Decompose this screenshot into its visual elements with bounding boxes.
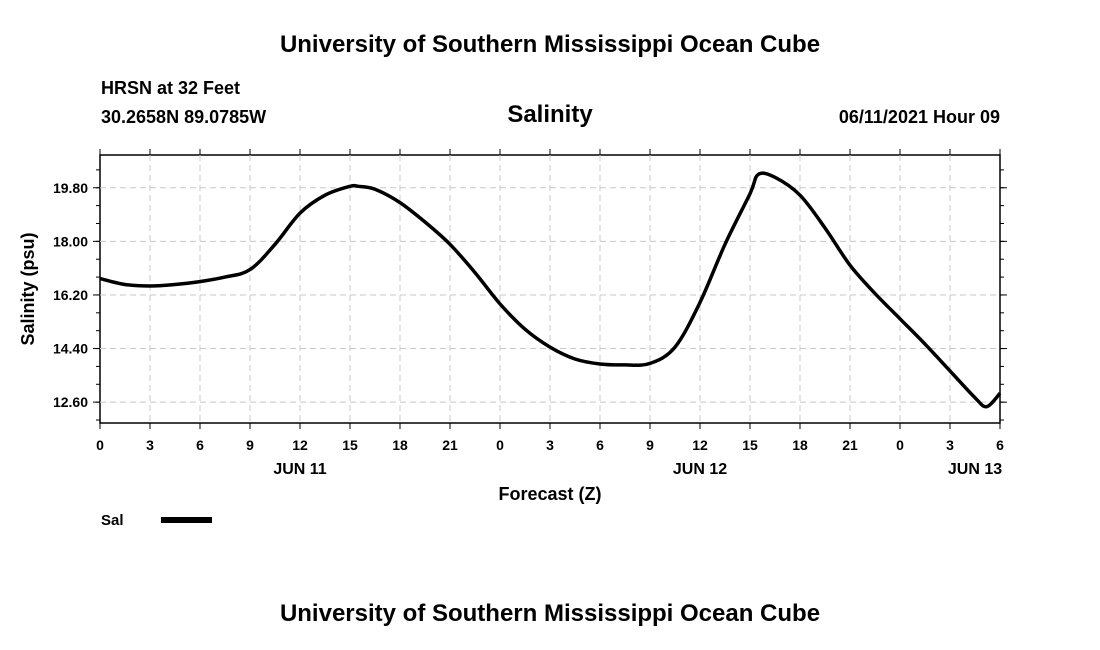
x-tick-label: 0: [896, 437, 904, 453]
bottom-title: University of Southern Mississippi Ocean…: [279, 600, 821, 627]
coordinates-label: 30.2658N 89.0785W: [101, 107, 267, 127]
x-tick-label: 0: [496, 437, 504, 453]
series-line-sal: [99, 171, 1002, 409]
x-tick-label: 21: [842, 437, 858, 453]
x-tick-label: 12: [292, 437, 308, 453]
x-tick-label: 12: [692, 437, 708, 453]
y-tick-label: 18.00: [53, 233, 88, 249]
salinity-chart: 0 3 6 9 12 15 18 21 0 3 6 9 12 15 18 21 0 3 6 12.60 14.40 16.…: [18, 149, 1007, 529]
x-tick-label: 18: [392, 437, 408, 453]
top-title: University of Southern Mississippi Ocean…: [279, 31, 821, 58]
station-label: HRSN at 32 Feet: [101, 78, 241, 98]
y-axis-label: Salinity (psu): [18, 232, 38, 345]
x-tick-label: 3: [546, 437, 554, 453]
chart-title: Salinity: [507, 101, 593, 128]
y-tick-label: 12.60: [53, 394, 88, 410]
x-tick-label: 6: [596, 437, 604, 453]
series-layer: [99, 171, 1002, 409]
x-tick-label: 18: [792, 437, 808, 453]
x-tick-label: 15: [742, 437, 758, 453]
legend-label: Sal: [101, 512, 124, 529]
x-axis-label: Forecast (Z): [498, 484, 601, 504]
x-tick-label: 6: [996, 437, 1004, 453]
x-tick-label: 3: [146, 437, 154, 453]
y-tick-label: 16.20: [53, 287, 88, 303]
y-tick-label: 19.80: [53, 180, 88, 196]
axis-ticks: [93, 149, 1007, 429]
day-label: JUN 12: [673, 461, 727, 478]
x-tick-label: 3: [946, 437, 954, 453]
tick-labels: 0 3 6 9 12 15 18 21 0 3 6 9 12 15 18 21 0 3 6 12.60 14.40 16.…: [53, 180, 1004, 478]
day-label: JUN 13: [948, 461, 1002, 478]
x-tick-label: 9: [646, 437, 654, 453]
datetime-label: 06/11/2021 Hour 09: [838, 107, 1000, 127]
x-tick-label: 6: [196, 437, 204, 453]
y-tick-label: 14.40: [53, 341, 88, 357]
day-label: JUN 11: [273, 461, 326, 478]
x-tick-label: 15: [342, 437, 358, 453]
x-tick-label: 9: [246, 437, 254, 453]
x-tick-label: 0: [96, 437, 104, 453]
x-tick-label: 21: [442, 437, 458, 453]
grid-lines: [100, 155, 1000, 423]
